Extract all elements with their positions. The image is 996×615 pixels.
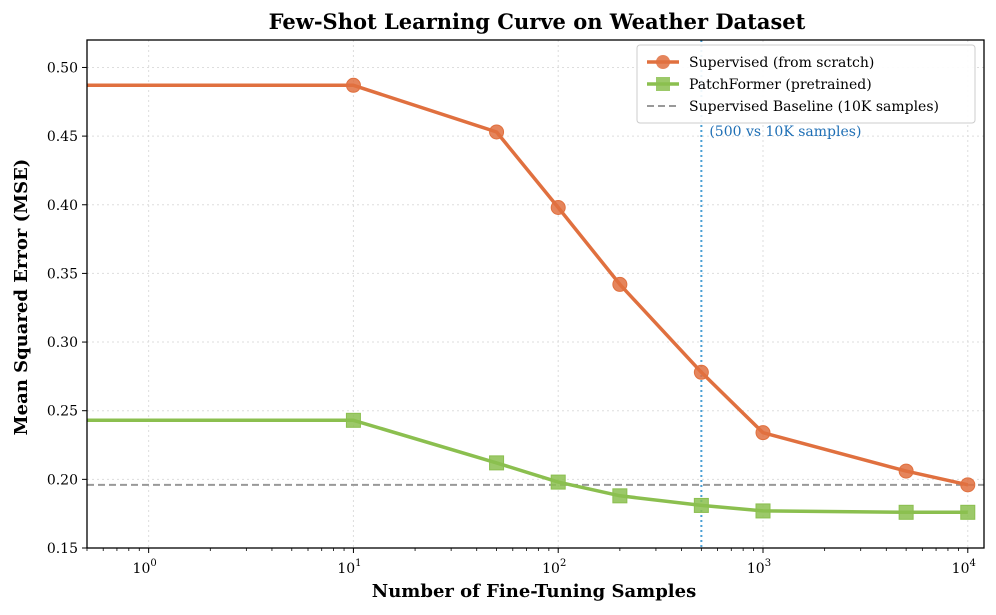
data-point [755, 503, 771, 519]
data-point [693, 497, 709, 513]
data-point [755, 425, 771, 441]
x-tick-exponent: 2 [560, 558, 566, 569]
legend-marker [656, 55, 670, 69]
series-layer [87, 77, 976, 520]
data-point [960, 477, 976, 493]
x-tick-exponent: 3 [765, 558, 771, 569]
data-point [898, 504, 914, 520]
y-tick-label: 0.50 [47, 60, 78, 76]
legend-label: Supervised Baseline (10K samples) [689, 99, 939, 115]
series-line [87, 418, 968, 515]
annotation-layer: (500 vs 10K samples) [709, 124, 861, 140]
data-point [898, 463, 914, 479]
y-tick-label: 0.20 [47, 472, 78, 488]
data-point [345, 412, 361, 428]
reference-lines [87, 40, 984, 548]
y-tick-label: 0.15 [47, 541, 78, 557]
legend-label: Supervised (from scratch) [689, 55, 874, 71]
data-point [489, 124, 505, 140]
x-tick-exponent: 1 [355, 558, 361, 569]
y-axis-label: Mean Squared Error (MSE) [11, 159, 32, 436]
legend-marker [656, 77, 670, 91]
data-point [693, 364, 709, 380]
legend-box [636, 44, 976, 124]
data-point [489, 455, 505, 471]
data-point [345, 77, 361, 93]
y-tick-label: 0.45 [47, 129, 78, 145]
series-line [87, 83, 969, 487]
x-tick-label: 102 [542, 558, 566, 577]
vline-annotation: (500 vs 10K samples) [709, 124, 861, 140]
data-point [550, 474, 566, 490]
legend-item: Supervised Baseline (10K samples) [647, 99, 939, 115]
x-tick-base: 10 [952, 561, 970, 577]
x-tick-label: 100 [133, 558, 157, 577]
y-tick-label: 0.30 [47, 335, 78, 351]
series-1 [87, 77, 976, 493]
data-point [550, 200, 566, 216]
x-tick-base: 10 [133, 561, 151, 577]
x-tick-label: 103 [747, 558, 771, 577]
legend-item: PatchFormer (pretrained) [647, 77, 872, 93]
x-tick-exponent: 4 [970, 558, 976, 569]
x-tick-label: 101 [337, 558, 361, 577]
data-point [960, 504, 976, 520]
series-2 [87, 412, 976, 520]
x-axis-label: Number of Fine-Tuning Samples [372, 581, 696, 602]
x-tick-base: 10 [542, 561, 560, 577]
y-tick-label: 0.40 [47, 198, 78, 214]
chart-title: Few-Shot Learning Curve on Weather Datas… [269, 9, 806, 34]
legend-item: Supervised (from scratch) [647, 55, 874, 71]
x-tick-base: 10 [337, 561, 355, 577]
x-tick-label: 104 [952, 558, 976, 577]
data-point [612, 276, 628, 292]
legend: Supervised (from scratch) PatchFormer (pr… [636, 44, 976, 124]
y-tick-label: 0.25 [47, 404, 78, 420]
x-tick-base: 10 [747, 561, 765, 577]
data-point [612, 488, 628, 504]
plot-frame [86, 39, 985, 549]
x-tick-exponent: 0 [150, 558, 156, 569]
legend-label: PatchFormer (pretrained) [689, 77, 872, 93]
y-tick-label: 0.35 [47, 266, 78, 282]
